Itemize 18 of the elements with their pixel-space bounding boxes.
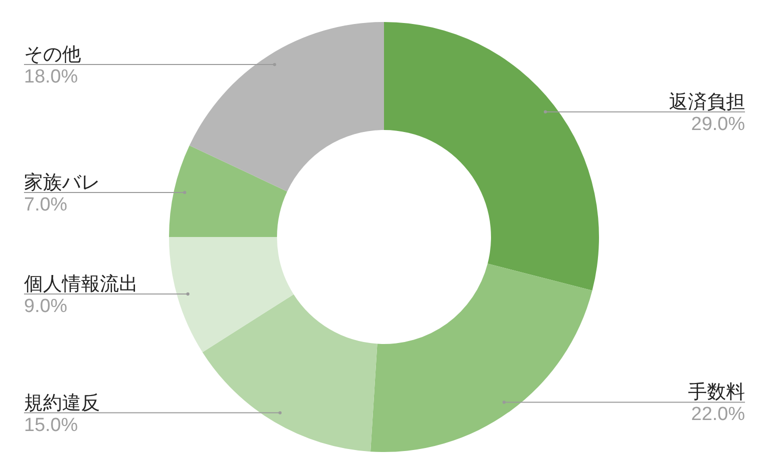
- donut-slice: [169, 237, 294, 352]
- data-label: 18.0%: [24, 66, 78, 88]
- slice-label: 規約違反: [24, 392, 100, 414]
- donut-slice: [384, 22, 599, 290]
- data-label: 22.0%: [691, 404, 746, 426]
- data-label: 15.0%: [24, 414, 78, 436]
- data-label: 29.0%: [691, 114, 746, 135]
- donut-slice: [189, 22, 384, 192]
- slice-label: その他: [24, 44, 81, 66]
- donut-slice: [202, 294, 378, 452]
- slice-label: 家族バレ: [24, 171, 100, 194]
- data-label: 7.0%: [24, 194, 68, 216]
- slice-label: 個人情報流出: [24, 272, 138, 295]
- slice-label: 手数料: [688, 382, 745, 404]
- slice-label: 返済負担: [669, 90, 745, 113]
- donut-slice: [370, 264, 592, 452]
- donut-slice: [169, 145, 288, 237]
- data-label: 9.0%: [24, 296, 68, 317]
